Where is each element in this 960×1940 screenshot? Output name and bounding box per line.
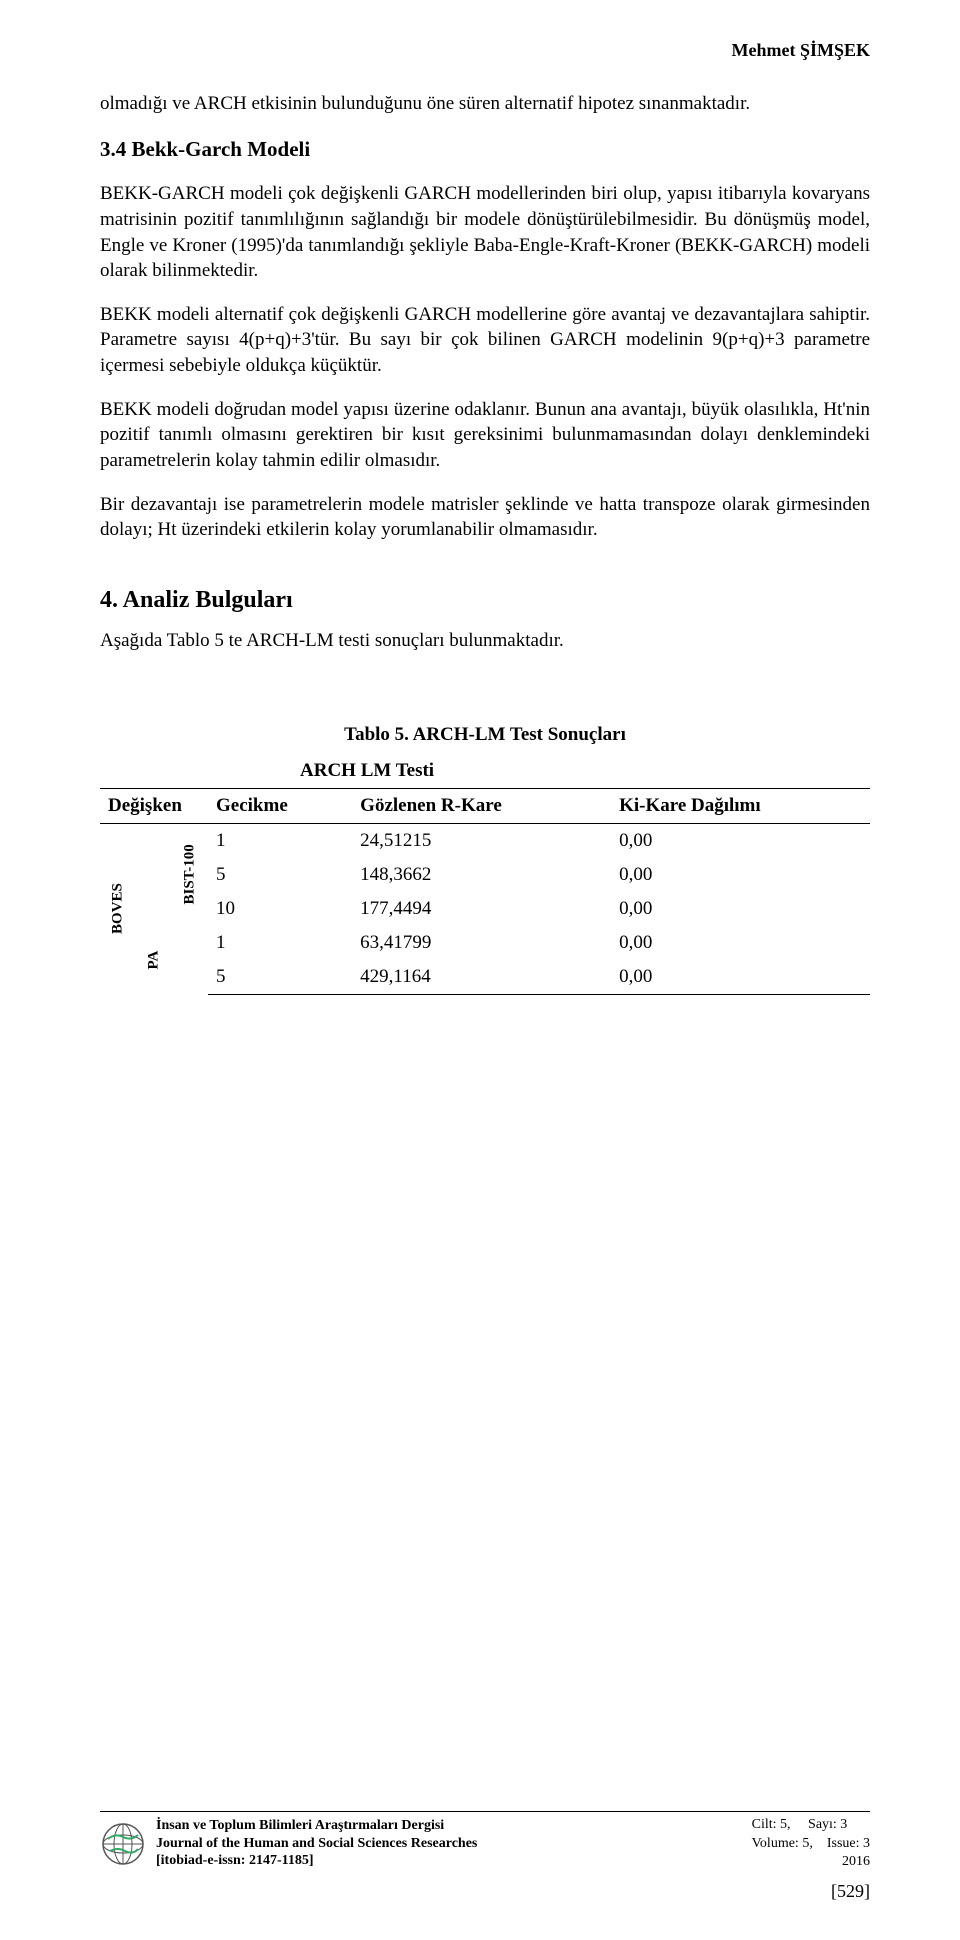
issue-label: Issue: 3	[827, 1836, 870, 1851]
footer-journal-block: İnsan ve Toplum Bilimleri Araştırmaları …	[156, 1817, 477, 1870]
cell-lag: 10	[208, 892, 352, 926]
cell-lag: 5	[208, 960, 352, 995]
year-label: 2016	[752, 1853, 870, 1871]
table-row: 5 429,1164 0,00	[100, 960, 870, 995]
cell-r2: 24,51215	[352, 823, 611, 858]
analysis-heading: 4. Analiz Bulguları	[100, 587, 870, 614]
cell-r2: 429,1164	[352, 960, 611, 995]
intro-tail-paragraph: olmadığı ve ARCH etkisinin bulunduğunu ö…	[100, 91, 870, 117]
table-row: 5 148,3662 0,00	[100, 858, 870, 892]
footer-issue-block: Cilt: 5, Sayı: 3 Volume: 5, Issue: 3 201…	[752, 1816, 870, 1871]
group-inner-pa: PA	[136, 926, 172, 995]
cell-lag: 5	[208, 858, 352, 892]
bekk-heading: 3.4 Bekk-Garch Modeli	[100, 137, 310, 161]
cell-chi: 0,00	[611, 892, 870, 926]
bekk-p2: BEKK modeli alternatif çok değişkenli GA…	[100, 302, 870, 379]
bekk-p4: Bir dezavantajı ise parametrelerin model…	[100, 492, 870, 543]
cell-lag: 1	[208, 823, 352, 858]
cilt-label: Cilt: 5,	[752, 1817, 791, 1832]
table5: Değişken Gecikme Gözlenen R-Kare Ki-Kare…	[100, 788, 870, 995]
table5-header-row: Değişken Gecikme Gözlenen R-Kare Ki-Kare…	[100, 788, 870, 823]
journal-name-tr: İnsan ve Toplum Bilimleri Araştırmaları …	[156, 1818, 444, 1833]
volume-label: Volume: 5,	[752, 1836, 813, 1851]
col-gecikme: Gecikme	[208, 788, 352, 823]
cell-chi: 0,00	[611, 823, 870, 858]
cell-chi: 0,00	[611, 926, 870, 960]
table-row: PA 1 63,41799 0,00	[100, 926, 870, 960]
footer-divider	[100, 1811, 870, 1812]
journal-issn: [itobiad-e-issn: 2147-1185]	[156, 1852, 477, 1870]
table-row: BOVES BIST-100 1 24,51215 0,00	[100, 823, 870, 858]
group-bist100: BIST-100	[172, 823, 208, 926]
page-root: Mehmet ŞİMŞEK olmadığı ve ARCH etkisinin…	[0, 0, 960, 1940]
bekk-p3: BEKK modeli doğrudan model yapısı üzerin…	[100, 397, 870, 474]
globe-logo-icon	[100, 1821, 146, 1867]
bekk-p1: BEKK-GARCH modeli çok değişkenli GARCH m…	[100, 181, 870, 284]
group-outer-boves: BOVES	[100, 823, 136, 994]
cell-chi: 0,00	[611, 858, 870, 892]
cell-r2: 63,41799	[352, 926, 611, 960]
author-header: Mehmet ŞİMŞEK	[100, 40, 870, 61]
col-r2: Gözlenen R-Kare	[352, 788, 611, 823]
journal-name-en: Journal of the Human and Social Sciences…	[156, 1836, 477, 1851]
sayi-label: Sayı: 3	[808, 1817, 847, 1832]
page-number: [529]	[100, 1881, 870, 1902]
table-row: 10 177,4494 0,00	[100, 892, 870, 926]
table5-subtitle: ARCH LM Testi	[100, 760, 870, 782]
cell-r2: 177,4494	[352, 892, 611, 926]
table5-title: Tablo 5. ARCH-LM Test Sonuçları	[100, 724, 870, 746]
analysis-intro: Aşağıda Tablo 5 te ARCH-LM testi sonuçla…	[100, 628, 870, 654]
col-degisken: Değişken	[100, 788, 208, 823]
cell-chi: 0,00	[611, 960, 870, 995]
col-ki-kare: Ki-Kare Dağılımı	[611, 788, 870, 823]
cell-lag: 1	[208, 926, 352, 960]
spacer-cell	[136, 823, 172, 926]
page-footer: İnsan ve Toplum Bilimleri Araştırmaları …	[100, 1811, 870, 1902]
spacer-cell	[172, 926, 208, 995]
cell-r2: 148,3662	[352, 858, 611, 892]
